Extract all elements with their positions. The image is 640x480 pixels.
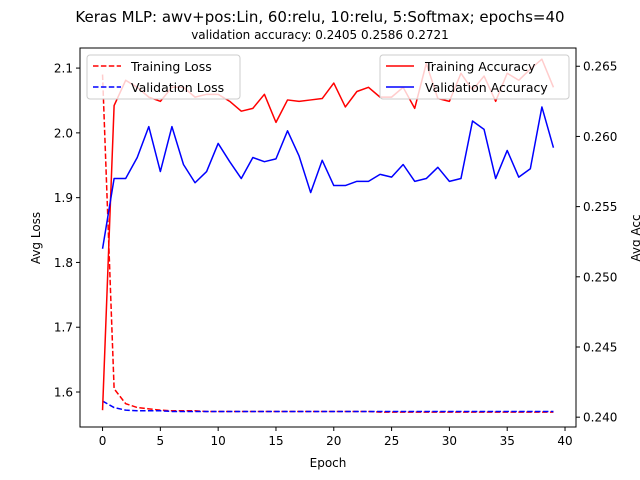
- x-tick-label: 20: [326, 434, 341, 448]
- legend-training-loss-label: Training Loss: [130, 59, 212, 74]
- x-axis: 0 5 10 15 20 25 30 35 40: [99, 427, 573, 448]
- x-axis-label: Epoch: [310, 456, 347, 470]
- right-y-axis: 0.240 0.245 0.250 0.255 0.260 0.265: [576, 60, 617, 425]
- right-y-axis-label: Avg Acc: [629, 214, 640, 261]
- legend-validation-accuracy-label: Validation Accuracy: [425, 80, 548, 95]
- legend-loss: Training Loss Validation Loss: [86, 54, 241, 100]
- left-y-tick-label: 1.7: [54, 321, 73, 335]
- right-y-tick-label: 0.265: [583, 60, 617, 74]
- chart-title: Keras MLP: awv+pos:Lin, 60:relu, 10:relu…: [75, 8, 564, 26]
- legend-loss-box: [86, 54, 241, 100]
- x-tick-label: 15: [268, 434, 283, 448]
- left-y-tick-label: 2.1: [54, 62, 73, 76]
- right-y-tick-label: 0.260: [583, 130, 617, 144]
- chart-subtitle: validation accuracy: 0.2405 0.2586 0.272…: [191, 28, 449, 42]
- legend-accuracy: Training Accuracy Validation Accuracy: [379, 54, 570, 100]
- left-y-tick-label: 1.6: [54, 386, 73, 400]
- left-y-tick-label: 1.9: [54, 191, 73, 205]
- x-tick-label: 25: [384, 434, 399, 448]
- right-y-tick-label: 0.245: [583, 340, 617, 354]
- series-line-validation-accuracy: [101, 106, 555, 249]
- x-tick-label: 10: [211, 434, 226, 448]
- x-tick-label: 35: [500, 434, 515, 448]
- left-y-axis: 1.6 1.7 1.8 1.9 2.0 2.1: [54, 62, 80, 400]
- right-y-tick-label: 0.255: [583, 200, 617, 214]
- plot-frame: [79, 47, 577, 428]
- left-y-tick-label: 1.8: [54, 256, 73, 270]
- x-tick-label: 0: [99, 434, 107, 448]
- legend-validation-loss-label: Validation Loss: [131, 80, 224, 95]
- legend-accuracy-box: [379, 54, 570, 100]
- left-y-axis-label: Avg Loss: [29, 212, 43, 264]
- x-tick-label: 5: [157, 434, 165, 448]
- left-y-tick-label: 2.0: [54, 126, 73, 140]
- right-y-tick-label: 0.250: [583, 270, 617, 284]
- right-y-tick-label: 0.240: [583, 411, 617, 425]
- x-tick-label: 40: [557, 434, 572, 448]
- x-tick-label: 30: [442, 434, 457, 448]
- legend-training-accuracy-label: Training Accuracy: [424, 59, 536, 74]
